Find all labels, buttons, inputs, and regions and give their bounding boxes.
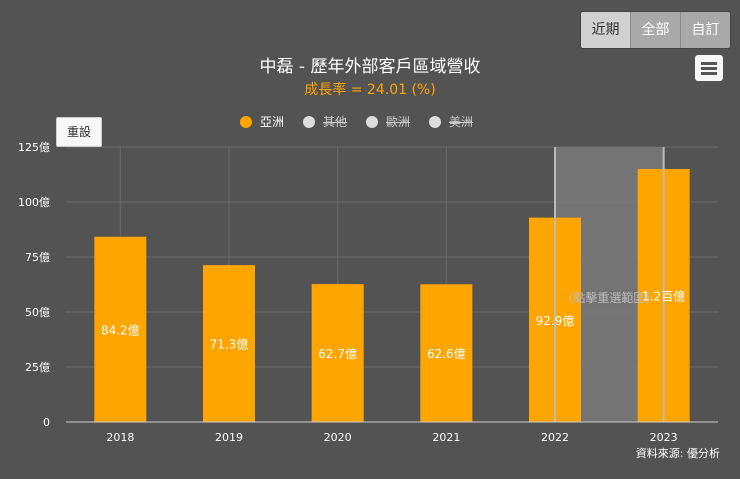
hamburger-icon[interactable]	[695, 55, 723, 81]
x-tick-label: 2019	[215, 431, 243, 444]
data-label: 62.7億	[318, 347, 357, 361]
y-tick-label: 50億	[25, 306, 50, 319]
reset-zoom-button[interactable]: 重設	[56, 117, 102, 147]
bar	[203, 265, 255, 422]
legend-dot-icon	[240, 115, 252, 128]
bar	[311, 284, 364, 422]
y-tick-label: 100億	[18, 196, 50, 209]
x-tick-label: 2022	[541, 431, 569, 444]
x-tick-label: 2023	[650, 431, 678, 444]
data-label: 92.9億	[536, 314, 575, 328]
legend-label: 亞洲	[260, 115, 285, 129]
legend-item-europe[interactable]: 歐洲	[366, 113, 410, 130]
recent-range-button[interactable]: 近期	[581, 12, 631, 48]
data-source: 資料來源: 優分析	[635, 447, 720, 460]
data-label: 71.3億	[210, 338, 249, 352]
custom-range-button[interactable]: 自訂	[681, 12, 730, 48]
bar	[420, 284, 473, 422]
bar	[94, 236, 147, 422]
all-range-button[interactable]: 全部	[631, 12, 681, 48]
legend-label: 美洲	[449, 115, 474, 129]
legend: 亞洲 其他 歐洲 美洲	[240, 113, 492, 130]
range-button-group: 近期 全部 自訂	[580, 11, 731, 49]
legend-dot-icon	[303, 115, 316, 128]
y-tick-label: 75億	[25, 251, 50, 264]
legend-item-asia[interactable]: 亞洲	[240, 113, 284, 130]
y-tick-label: 25億	[25, 361, 50, 374]
chart-title: 中磊 - 歷年外部客戶區域營收	[259, 57, 481, 77]
data-label: 84.2億	[101, 323, 140, 337]
data-label: 1.2百億	[642, 290, 685, 304]
data-label: 62.6億	[427, 347, 466, 361]
x-tick-label: 2018	[106, 431, 134, 444]
selection-label: (點擊重選範圍)	[569, 290, 650, 305]
y-tick-label: 0	[43, 416, 50, 429]
legend-label: 歐洲	[386, 115, 411, 129]
legend-label: 其他	[323, 115, 348, 129]
chart-subtitle: 成長率 = 24.01 (%)	[304, 82, 436, 98]
legend-dot-icon	[429, 115, 442, 128]
legend-item-america[interactable]: 美洲	[429, 113, 473, 130]
x-tick-label: 2021	[432, 431, 460, 444]
y-tick-label: 125億	[18, 141, 50, 154]
legend-item-other[interactable]: 其他	[303, 113, 347, 130]
legend-dot-icon	[366, 115, 379, 128]
x-tick-label: 2020	[324, 431, 352, 444]
